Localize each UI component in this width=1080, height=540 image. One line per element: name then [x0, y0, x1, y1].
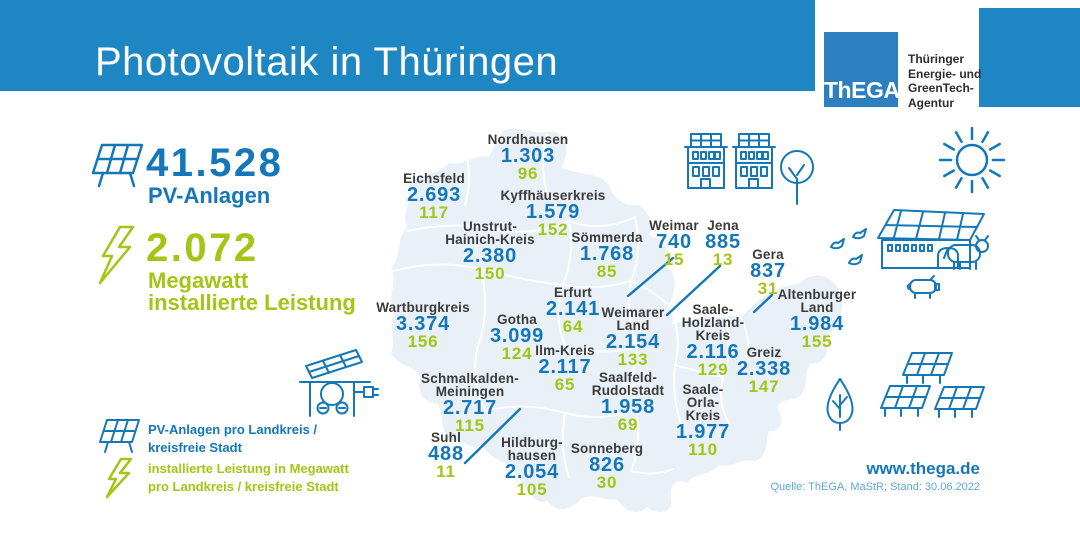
legend-mw-text: installierte Leistung in Megawatt pro La…: [148, 460, 349, 496]
apartment-buildings-icon: [684, 133, 776, 189]
leader-lines: [463, 256, 774, 465]
district-borders: [392, 134, 750, 478]
cow-icon: [943, 235, 989, 270]
apartment-building-icon: [684, 133, 728, 189]
org-line: Agentur: [908, 95, 954, 110]
leader-line-jena: [665, 264, 722, 317]
thega-logo: ThEGA Thüringer Energie- und GreenTech- …: [815, 0, 981, 120]
round-tree-icon: [780, 150, 814, 205]
barn-solar-roof-icon: [877, 209, 985, 269]
mw-total-label-1: Megawatt: [148, 268, 249, 293]
pv-total-label: PV-Anlagen: [148, 183, 271, 208]
legend-lightning-bolt-icon: [105, 457, 133, 499]
thega-org-name: Thüringer Energie- und GreenTech- Agentu…: [908, 52, 981, 110]
org-line: Energie- und: [908, 66, 982, 81]
pointed-tree-icon: [826, 378, 854, 431]
leader-line-gera: [752, 293, 774, 314]
header-bar: Photovoltaik in Thüringen: [0, 0, 816, 91]
goose-icon: [848, 254, 863, 266]
header-right-block: [979, 8, 1080, 107]
sun-icon: [938, 126, 1006, 194]
leader-line-weimar: [626, 256, 675, 298]
solar-park-icon: [826, 352, 985, 431]
thega-logo-acronym: ThEGA: [824, 77, 900, 103]
solar-panel-icon: [91, 143, 144, 188]
source-note: Quelle: ThEGA, MaStR; Stand: 30.06.2022: [770, 481, 980, 493]
thega-logo-square: ThEGA: [824, 32, 900, 107]
page-title: Photovoltaik in Thüringen: [95, 40, 559, 84]
legend-mw-line1: installierte Leistung in Megawatt: [148, 461, 349, 476]
pv-total-value: 41.528: [146, 141, 284, 185]
legend-pv-text: PV-Anlagen pro Landkreis / kreisfreie St…: [148, 421, 317, 457]
goose-icon: [830, 238, 845, 250]
farm-scene-icon: [830, 209, 989, 299]
legend-pv-line2: kreisfreie Stadt: [148, 440, 242, 455]
goose-icon: [852, 228, 867, 240]
ground-solar-panel-icon: [880, 385, 931, 417]
ground-solar-panel-icon: [934, 386, 985, 418]
org-line: Thüringer: [908, 52, 964, 66]
org-line: GreenTech-: [908, 81, 974, 95]
mw-total-value: 2.072: [146, 226, 259, 270]
thuringia-outline: [391, 128, 843, 513]
thuringia-map: [391, 128, 843, 513]
legend-solar-panel-icon: [99, 419, 140, 453]
website-url: www.thega.de: [866, 459, 980, 478]
pig-icon: [906, 275, 940, 299]
legend-mw-line2: pro Landkreis / kreisfreie Stadt: [148, 479, 339, 494]
apartment-building-icon: [732, 133, 776, 189]
mw-total-label-2: installierte Leistung: [148, 290, 356, 315]
lightning-bolt-icon: [98, 225, 135, 285]
legend-pv-line1: PV-Anlagen pro Landkreis /: [148, 422, 318, 437]
ground-solar-panel-icon: [902, 352, 953, 384]
solar-carport-ev-icon: [299, 349, 379, 417]
leader-line-suhl: [463, 407, 522, 465]
